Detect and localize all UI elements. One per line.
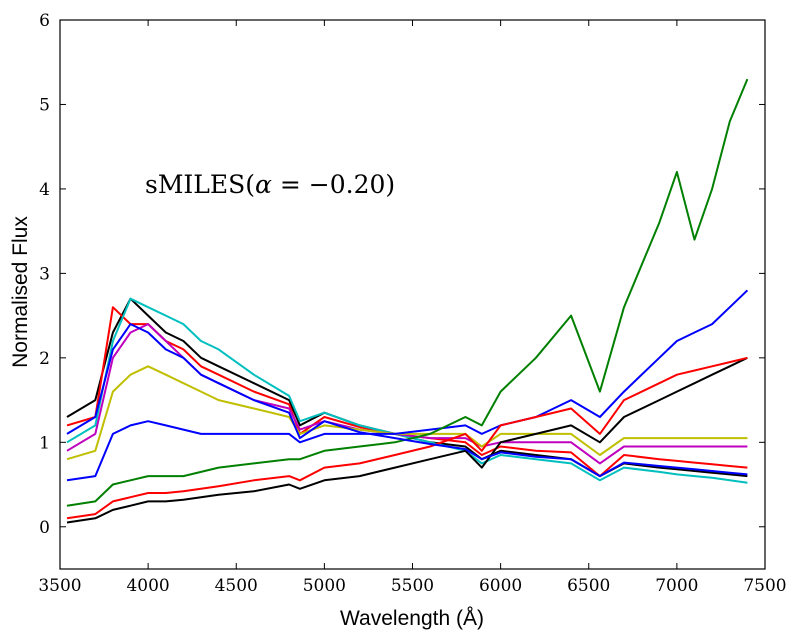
x-tick-label: 4000 xyxy=(126,576,169,596)
x-tick-label: 5500 xyxy=(391,576,434,596)
plot-frame xyxy=(59,19,766,570)
spectrum-line-4 xyxy=(66,323,748,465)
y-tick-label: 1 xyxy=(39,433,50,453)
y-axis-title: Normalised Flux xyxy=(9,216,32,368)
y-axis-ticks: 0 1 2 3 4 5 6 xyxy=(39,11,765,538)
annotation-label: sMILES(α = −0.20) xyxy=(145,170,395,199)
x-axis-ticks: 3500 4000 4500 5000 5500 6000 6500 7000 7500 xyxy=(38,20,787,596)
y-tick-label: 3 xyxy=(39,264,50,284)
y-tick-label: 6 xyxy=(39,11,50,31)
x-tick-label: 4500 xyxy=(215,576,258,596)
y-tick-label: 0 xyxy=(39,518,50,538)
spectrum-line-7 xyxy=(66,78,749,507)
spectrum-line-2 xyxy=(66,306,748,478)
spectrum-line-9 xyxy=(66,356,748,520)
x-tick-label: 3500 xyxy=(38,576,81,596)
x-tick-label: 7000 xyxy=(655,576,698,596)
x-tick-label: 7500 xyxy=(743,576,786,596)
spectrum-line-5 xyxy=(66,365,748,461)
spectrum-line-10 xyxy=(66,323,748,478)
x-tick-label: 6500 xyxy=(567,576,610,596)
spectrum-line-8 xyxy=(66,356,748,524)
x-axis-title: Wavelength (Å) xyxy=(340,607,484,630)
y-tick-label: 2 xyxy=(39,349,50,369)
spectrum-line-1 xyxy=(66,297,748,478)
x-tick-label: 6000 xyxy=(479,576,522,596)
spectrum-line-6 xyxy=(66,289,749,482)
x-tick-label: 5000 xyxy=(303,576,346,596)
y-tick-label: 5 xyxy=(39,95,50,115)
y-tick-label: 4 xyxy=(39,180,50,200)
series-layer xyxy=(66,78,749,524)
